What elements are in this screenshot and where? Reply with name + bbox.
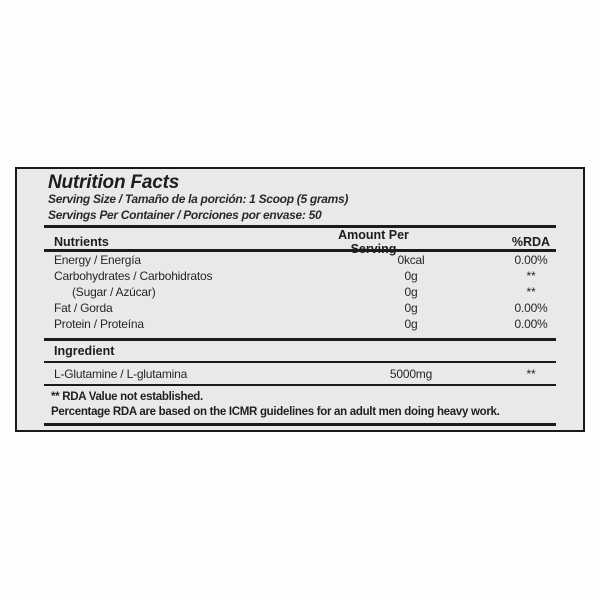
footnote-icmr-guidelines: Percentage RDA are based on the ICMR gui… (51, 405, 500, 418)
ingredient-amount: 5000mg (389, 366, 433, 381)
nutrient-rda: 0.00% (514, 300, 548, 315)
table-row-l-glutamine: L-Glutamine / L-glutamina 5000mg ** (44, 363, 556, 384)
nutrient-amount: 0kcal (397, 252, 425, 267)
ingredient-section-header: Ingredient (54, 343, 115, 358)
column-header-nutrients: Nutrients (54, 235, 109, 249)
nutrient-rda: ** (526, 268, 536, 283)
table-row-fat: Fat / Gorda 0g 0.00% (44, 300, 556, 316)
column-header-amount-per-serving: Amount Per Serving (338, 228, 409, 256)
nutrient-name: Carbohydrates / Carbohidratos (54, 268, 213, 283)
ingredient-top-rule (44, 337, 556, 341)
nutrient-name: Protein / Proteína (54, 316, 144, 331)
table-row-carbohydrates: Carbohydrates / Carbohidratos 0g ** (44, 268, 556, 284)
nutrient-name: (Sugar / Azúcar) (72, 284, 156, 299)
table-row-protein: Protein / Proteína 0g 0.00% (44, 316, 556, 332)
footnote-top-rule (44, 384, 556, 386)
table-row-energy: Energy / Energía 0kcal 0.00% (44, 252, 556, 268)
column-header-rda: %RDA (511, 235, 551, 249)
servings-per-container-line: Servings Per Container / Porciones por e… (48, 207, 322, 222)
header-bottom-rule (44, 249, 556, 252)
ingredient-header-rule (44, 360, 556, 363)
table-row-sugar: (Sugar / Azúcar) 0g ** (44, 284, 556, 300)
footnote-rda-not-established: ** RDA Value not established. (51, 390, 203, 403)
panel-title: Nutrition Facts (48, 172, 180, 193)
nutrient-amount: 0g (404, 316, 418, 331)
serving-size-line: Serving Size / Tamaño de la porción: 1 S… (48, 192, 349, 206)
ingredient-name: L-Glutamine / L-glutamina (54, 366, 188, 381)
table-header-row: Nutrients Amount Per Serving %RDA (44, 228, 556, 256)
nutrient-rda: 0.00% (514, 252, 548, 267)
nutrition-facts-panel: Nutrition Facts Serving Size / Tamaño de… (15, 167, 585, 432)
ingredient-rda: ** (526, 366, 536, 381)
nutrient-name: Fat / Gorda (54, 300, 113, 315)
nutrient-rda: 0.00% (514, 316, 548, 331)
panel-content: Nutrition Facts Serving Size / Tamaño de… (44, 173, 556, 426)
nutrient-amount: 0g (404, 268, 418, 283)
table-top-rule (44, 225, 556, 228)
nutrient-name: Energy / Energía (54, 252, 141, 267)
table-bottom-rule (44, 422, 556, 426)
nutrient-amount: 0g (404, 300, 418, 315)
nutrient-rda: ** (526, 284, 536, 299)
nutrient-amount: 0g (404, 284, 418, 299)
